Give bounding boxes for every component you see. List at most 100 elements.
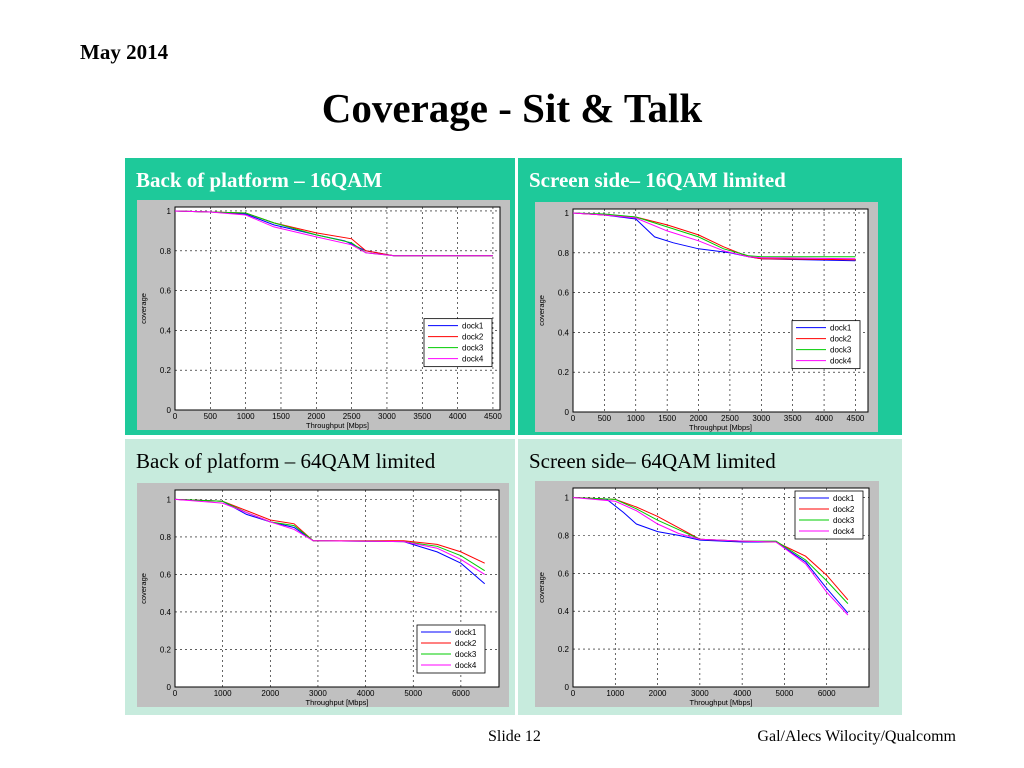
- x-tick-label: 0: [173, 689, 178, 698]
- chart-svg: 0 1000 2000 3000 4000 5000 6000 0 0.2 0.4 0.6 0.8 1 T…: [535, 481, 879, 707]
- y-tick-label: 0.4: [160, 326, 172, 335]
- y-tick-label: 1: [167, 207, 172, 216]
- x-tick-label: 3000: [691, 689, 709, 698]
- y-tick-label: 1: [167, 495, 172, 504]
- charts-table: Back of platform – 16QAM 0 500 1000 1500 200…: [125, 158, 902, 715]
- panel-label: Screen side– 16QAM limited: [529, 168, 786, 192]
- panel-back-64qam: Back of platform – 64QAM limited 0 1000 20…: [125, 439, 515, 715]
- y-axis-label: coverage: [537, 572, 546, 603]
- y-tick-label: 0.6: [160, 570, 172, 579]
- y-tick-label: 0.2: [160, 366, 172, 375]
- y-tick-label: 0.4: [160, 608, 172, 617]
- x-axis-label: Throughput [Mbps]: [306, 698, 369, 707]
- x-tick-label: 2500: [721, 414, 739, 423]
- x-tick-label: 2000: [649, 689, 667, 698]
- x-tick-label: 500: [204, 412, 218, 421]
- x-tick-label: 2000: [690, 414, 708, 423]
- x-tick-label: 4500: [847, 414, 865, 423]
- panel-label: Back of platform – 16QAM: [136, 168, 383, 192]
- x-tick-label: 1500: [658, 414, 676, 423]
- x-tick-label: 1500: [272, 412, 290, 421]
- x-tick-label: 3500: [413, 412, 431, 421]
- y-tick-label: 0.6: [558, 289, 570, 298]
- y-tick-label: 0: [565, 683, 570, 692]
- x-tick-label: 2000: [307, 412, 325, 421]
- legend-label: dock4: [462, 355, 484, 364]
- x-tick-label: 0: [571, 689, 576, 698]
- legend-label: dock4: [833, 527, 855, 536]
- legend-label: dock1: [455, 628, 477, 637]
- y-tick-label: 0.4: [558, 328, 570, 337]
- legend-label: dock1: [833, 494, 855, 503]
- x-axis-label: Throughput [Mbps]: [306, 421, 369, 430]
- legend-label: dock3: [455, 650, 477, 659]
- x-tick-label: 3000: [378, 412, 396, 421]
- x-tick-label: 4000: [815, 414, 833, 423]
- date-label: May 2014: [80, 40, 169, 64]
- series-line-dock1: [572, 497, 849, 614]
- slide-number: Slide 12: [488, 728, 541, 745]
- x-tick-label: 3000: [309, 689, 327, 698]
- x-axis-label: Throughput [Mbps]: [690, 698, 753, 707]
- y-tick-label: 0.6: [558, 569, 570, 578]
- y-tick-label: 0.4: [558, 607, 570, 616]
- y-axis-label: coverage: [139, 573, 148, 604]
- legend-label: dock1: [830, 324, 852, 333]
- legend-label: dock2: [833, 505, 855, 514]
- x-tick-label: 0: [571, 414, 576, 423]
- chart-back-16qam: 0 500 1000 1500 2000 2500 3000 3500 4000 4500 0 0.2…: [137, 200, 510, 430]
- panel-screen-16qam: Screen side– 16QAM limited 0 500 1000 1500 2…: [518, 158, 902, 435]
- panel-label: Back of platform – 64QAM limited: [136, 449, 436, 473]
- y-axis-label: coverage: [139, 293, 148, 324]
- x-tick-label: 4000: [449, 412, 467, 421]
- y-tick-label: 0.2: [160, 645, 172, 654]
- y-tick-label: 0.8: [160, 533, 172, 542]
- x-tick-label: 4000: [733, 689, 751, 698]
- y-tick-label: 0.6: [160, 287, 172, 296]
- chart-svg: 0 500 1000 1500 2000 2500 3000 3500 4000 4500 0 0.2…: [137, 200, 510, 430]
- x-tick-label: 6000: [452, 689, 470, 698]
- x-tick-label: 5000: [404, 689, 422, 698]
- y-tick-label: 0: [167, 406, 172, 415]
- legend-label: dock4: [830, 357, 852, 366]
- y-axis-label: coverage: [537, 295, 546, 326]
- legend-label: dock2: [462, 333, 484, 342]
- legend-label: dock2: [830, 335, 852, 344]
- x-axis-label: Throughput [Mbps]: [689, 423, 752, 432]
- x-tick-label: 2000: [261, 689, 279, 698]
- y-tick-label: 1: [565, 493, 570, 502]
- legend-label: dock3: [833, 516, 855, 525]
- y-tick-label: 0: [565, 408, 570, 417]
- x-tick-label: 1000: [606, 689, 624, 698]
- y-tick-label: 0.8: [160, 247, 172, 256]
- y-tick-label: 0.2: [558, 368, 570, 377]
- series-line-dock3: [572, 212, 856, 258]
- legend-label: dock4: [455, 661, 477, 670]
- x-tick-label: 1000: [214, 689, 232, 698]
- panel-back-16qam: Back of platform – 16QAM 0 500 1000 1500 200…: [125, 158, 515, 435]
- x-tick-label: 2500: [343, 412, 361, 421]
- x-tick-label: 4000: [357, 689, 375, 698]
- y-tick-label: 0.8: [558, 249, 570, 258]
- y-tick-label: 0: [167, 683, 172, 692]
- series-line-dock4: [572, 497, 849, 616]
- y-tick-label: 0.2: [558, 645, 570, 654]
- plot-area: [572, 208, 869, 413]
- x-tick-label: 1000: [237, 412, 255, 421]
- series-line-dock4: [572, 212, 856, 260]
- series-line-dock4: [174, 210, 493, 257]
- chart-back-64qam: 0 1000 2000 3000 4000 5000 6000 0 0.2 0.4 0.6 0.8 1 T…: [137, 483, 509, 707]
- footer-author: Gal/Alecs Wilocity/Qualcomm: [757, 728, 956, 745]
- y-tick-label: 1: [565, 209, 570, 218]
- chart-svg: 0 500 1000 1500 2000 2500 3000 3500 4000 4500 0 0.2…: [535, 202, 878, 432]
- y-tick-label: 0.8: [558, 531, 570, 540]
- panel-screen-64qam: Screen side– 64QAM limited 0 1000 2000 3000…: [518, 439, 902, 715]
- panel-label: Screen side– 64QAM limited: [529, 449, 776, 473]
- series-line-dock2: [174, 498, 485, 564]
- legend-label: dock3: [462, 344, 484, 353]
- x-tick-label: 5000: [776, 689, 794, 698]
- legend-label: dock1: [462, 322, 484, 331]
- chart-screen-64qam: 0 1000 2000 3000 4000 5000 6000 0 0.2 0.4 0.6 0.8 1 T…: [535, 481, 879, 707]
- chart-screen-16qam: 0 500 1000 1500 2000 2500 3000 3500 4000 4500 0 0.2…: [535, 202, 878, 432]
- legend-label: dock2: [455, 639, 477, 648]
